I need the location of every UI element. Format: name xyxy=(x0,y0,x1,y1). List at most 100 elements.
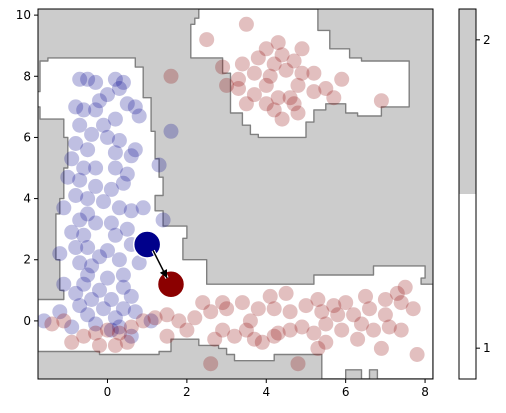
point-series-2 xyxy=(294,41,310,57)
point-series-2 xyxy=(44,316,60,332)
point-series-2 xyxy=(286,53,302,69)
point-series-2 xyxy=(373,340,389,356)
x-tick-label: 8 xyxy=(421,385,429,399)
point-series-1 xyxy=(127,142,143,158)
point-series-2 xyxy=(282,322,298,338)
point-series-2 xyxy=(358,288,373,304)
point-series-1 xyxy=(111,133,127,148)
point-series-1 xyxy=(92,93,107,109)
point-series-2 xyxy=(389,285,405,301)
region-class-1-0 xyxy=(38,57,433,379)
point-series-1 xyxy=(72,298,88,314)
data-points xyxy=(38,16,425,372)
point-series-1 xyxy=(115,279,131,295)
y-tick-label: 2 xyxy=(23,253,31,267)
colorbar-frame xyxy=(458,8,477,380)
point-series-1 xyxy=(72,212,88,228)
point-series-2 xyxy=(393,295,409,311)
point-series-2 xyxy=(274,111,290,127)
point-series-1 xyxy=(115,175,131,191)
point-series-2 xyxy=(147,310,163,326)
point-series-1 xyxy=(80,240,96,255)
point-series-2 xyxy=(231,81,246,96)
point-series-2 xyxy=(310,340,326,356)
point-series-2 xyxy=(76,328,92,344)
point-series-2 xyxy=(246,87,262,103)
point-series-2 xyxy=(318,316,334,332)
point-series-2 xyxy=(346,307,362,323)
point-series-2 xyxy=(234,56,250,72)
point-series-1 xyxy=(88,160,104,176)
point-series-1 xyxy=(80,307,96,323)
point-series-1 xyxy=(119,166,135,182)
scatter-plot: 0 2 4 6 8 0 2 4 6 8 10 xyxy=(16,8,434,399)
point-series-2 xyxy=(393,322,409,338)
point-series-2 xyxy=(274,47,290,63)
point-series-2 xyxy=(286,96,302,112)
point-series-2 xyxy=(246,65,262,81)
point-series-2 xyxy=(238,96,254,112)
point-series-1 xyxy=(111,252,127,268)
point-series-1 xyxy=(76,102,92,118)
colorbar-segment-2 xyxy=(459,9,476,194)
point-series-1 xyxy=(107,71,123,87)
decision-region xyxy=(38,9,433,379)
point-series-2 xyxy=(250,50,266,66)
point-series-2 xyxy=(366,322,381,338)
point-series-2 xyxy=(334,322,350,338)
point-series-1 xyxy=(111,81,127,96)
point-series-1 xyxy=(88,178,104,194)
point-series-2 xyxy=(238,322,254,338)
point-series-2 xyxy=(207,331,223,347)
point-series-1 xyxy=(100,87,115,103)
point-series-1 xyxy=(92,282,107,298)
point-series-2 xyxy=(159,328,175,344)
point-series-1 xyxy=(80,191,96,207)
point-series-2 xyxy=(215,322,231,338)
point-series-2 xyxy=(377,292,393,307)
arrow-head xyxy=(159,269,168,279)
point-series-1 xyxy=(123,148,139,164)
point-series-2 xyxy=(362,301,377,317)
point-series-1 xyxy=(84,126,100,142)
point-series-2 xyxy=(318,334,334,350)
point-series-1 xyxy=(72,117,88,133)
point-series-2 xyxy=(354,316,369,332)
point-series-2 xyxy=(270,90,286,106)
point-series-2 xyxy=(238,16,254,32)
point-series-2 xyxy=(270,325,286,341)
x-axis: 0 2 4 6 8 xyxy=(104,379,429,399)
point-series-1 xyxy=(96,117,111,133)
point-series-2 xyxy=(326,298,342,314)
point-series-2 xyxy=(234,295,250,311)
point-series-1 xyxy=(72,255,88,271)
point-series-2 xyxy=(179,322,195,338)
point-series-2 xyxy=(258,96,274,112)
point-series-1 xyxy=(107,227,123,243)
point-series-2 xyxy=(334,71,350,87)
point-series-2 xyxy=(203,304,219,320)
point-series-2 xyxy=(381,319,397,335)
point-series-1 xyxy=(107,145,123,161)
point-series-1 xyxy=(80,71,96,87)
point-series-2 xyxy=(278,285,294,301)
point-series-1 xyxy=(80,267,96,283)
point-series-2 xyxy=(64,334,80,350)
point-series-1 xyxy=(103,292,119,307)
point-series-2 xyxy=(135,313,151,329)
point-series-2 xyxy=(350,331,366,347)
point-series-2 xyxy=(282,304,298,320)
point-series-2 xyxy=(282,90,298,106)
point-series-2 xyxy=(187,310,203,326)
point-series-2 xyxy=(258,77,274,93)
point-series-2 xyxy=(262,68,278,84)
point-series-1 xyxy=(111,200,127,216)
point-series-1 xyxy=(100,129,115,145)
point-series-1 xyxy=(88,316,104,332)
point-series-1 xyxy=(103,181,119,197)
point-series-1 xyxy=(80,206,96,222)
point-series-2 xyxy=(266,56,282,72)
x-tick-label: 0 xyxy=(104,385,112,399)
x-tick-label: 6 xyxy=(342,385,350,399)
point-series-1 xyxy=(107,310,123,326)
